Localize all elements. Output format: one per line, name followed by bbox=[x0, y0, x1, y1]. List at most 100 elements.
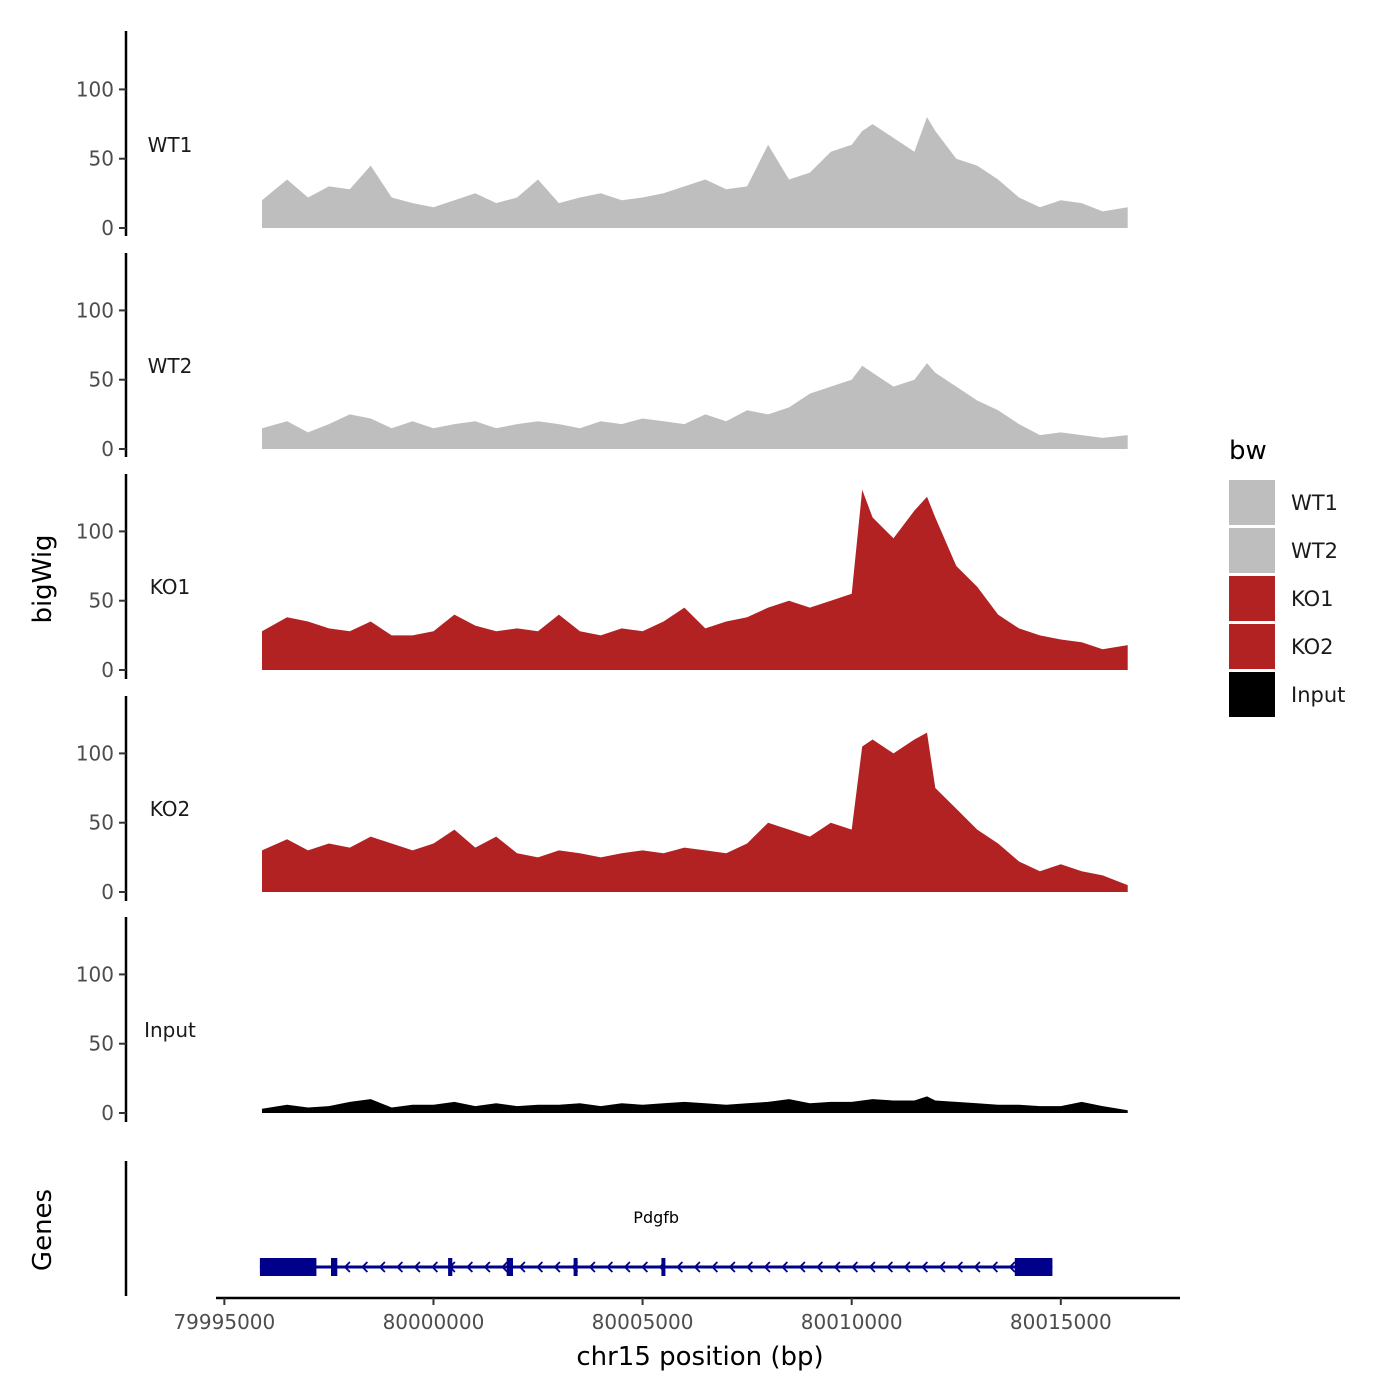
strand-arrow bbox=[431, 1261, 439, 1273]
legend-item-input: Input bbox=[1229, 672, 1345, 717]
legend-label: KO2 bbox=[1291, 635, 1334, 659]
legend-label: WT1 bbox=[1291, 491, 1338, 515]
x-tick-label: 80000000 bbox=[383, 1310, 485, 1334]
track-input: 0 50 100 Input bbox=[76, 917, 1128, 1125]
strand-arrow bbox=[711, 1261, 719, 1273]
legend-item-ko2: KO2 bbox=[1229, 624, 1334, 669]
strand-arrow bbox=[553, 1261, 561, 1273]
gene-exon bbox=[259, 1258, 317, 1276]
strand-arrow bbox=[781, 1261, 789, 1273]
x-tick-label: 80010000 bbox=[801, 1310, 903, 1334]
legend: bw WT1 WT2 KO1 KO2 Input bbox=[1229, 436, 1345, 717]
legend-swatch bbox=[1229, 528, 1275, 573]
coverage-tracks: 0 50 100 WT1 0 50 100 WT2 0 50 100 KO1 0 50 100 KO2 0 50 1… bbox=[76, 31, 1128, 1125]
strand-arrow bbox=[623, 1261, 631, 1273]
y-tick-label: 50 bbox=[89, 1032, 114, 1056]
strand-arrow bbox=[1008, 1261, 1016, 1273]
strand-arrow bbox=[903, 1261, 911, 1273]
x-tick-label: 80005000 bbox=[592, 1310, 694, 1334]
genes-panel-title: Genes bbox=[28, 1189, 58, 1271]
legend-title: bw bbox=[1229, 436, 1267, 466]
strand-arrow bbox=[868, 1261, 876, 1273]
coverage-area-wt2 bbox=[262, 363, 1128, 449]
coverage-area-ko1 bbox=[262, 489, 1128, 670]
strand-arrow bbox=[886, 1261, 894, 1273]
strand-arrow bbox=[763, 1261, 771, 1273]
legend-swatch bbox=[1229, 576, 1275, 621]
strand-arrow bbox=[361, 1261, 369, 1273]
x-tick-label: 80015000 bbox=[1010, 1310, 1112, 1334]
gene-exon bbox=[448, 1258, 453, 1276]
legend-swatch bbox=[1229, 480, 1275, 525]
strand-arrow bbox=[833, 1261, 841, 1273]
y-tick-label: 50 bbox=[89, 147, 114, 171]
legend-item-wt2: WT2 bbox=[1229, 528, 1338, 573]
gene-name: Pdgfb bbox=[633, 1208, 679, 1227]
strand-arrow bbox=[536, 1261, 544, 1273]
coverage-area-wt1 bbox=[262, 117, 1128, 228]
y-tick-label: 100 bbox=[76, 298, 114, 322]
track-ko2: 0 50 100 KO2 bbox=[76, 696, 1128, 904]
strand-arrow bbox=[518, 1261, 526, 1273]
strand-arrow bbox=[728, 1261, 736, 1273]
strand-arrow bbox=[676, 1261, 684, 1273]
legend-item-ko1: KO1 bbox=[1229, 576, 1334, 621]
y-tick-label: 100 bbox=[76, 962, 114, 986]
strand-arrow bbox=[938, 1261, 946, 1273]
x-axis-title: chr15 position (bp) bbox=[576, 1342, 823, 1372]
legend-swatch bbox=[1229, 672, 1275, 717]
track-label-ko2: KO2 bbox=[150, 797, 191, 821]
gene-panel: Pdgfb bbox=[124, 1161, 1053, 1296]
strand-arrow bbox=[798, 1261, 806, 1273]
legend-item-wt1: WT1 bbox=[1229, 480, 1338, 525]
track-wt1: 0 50 100 WT1 bbox=[76, 31, 1128, 240]
coverage-area-ko2 bbox=[262, 732, 1128, 892]
strand-arrow bbox=[816, 1261, 824, 1273]
strand-arrow bbox=[956, 1261, 964, 1273]
strand-arrow bbox=[851, 1261, 859, 1273]
gene-exon bbox=[573, 1258, 578, 1276]
strand-arrow bbox=[588, 1261, 596, 1273]
y-tick-label: 100 bbox=[76, 77, 114, 101]
strand-arrow bbox=[693, 1261, 701, 1273]
y-tick-label: 0 bbox=[101, 658, 114, 682]
strand-arrow bbox=[501, 1261, 509, 1273]
legend-label: WT2 bbox=[1291, 539, 1338, 563]
strand-arrow bbox=[606, 1261, 614, 1273]
x-axis: 79995000 80000000 80005000 80010000 80015000 bbox=[173, 1296, 1180, 1334]
gene-exon bbox=[506, 1258, 513, 1276]
strand-arrow bbox=[378, 1261, 386, 1273]
track-label-wt2: WT2 bbox=[148, 354, 193, 378]
gene-exon bbox=[1014, 1258, 1053, 1276]
gene-exon bbox=[331, 1258, 338, 1276]
strand-arrow bbox=[343, 1261, 351, 1273]
y-tick-label: 0 bbox=[101, 437, 114, 461]
y-axis-title: bigWig bbox=[28, 534, 58, 623]
coverage-area-input bbox=[262, 1096, 1128, 1113]
y-tick-label: 100 bbox=[76, 519, 114, 543]
strand-arrow bbox=[413, 1261, 421, 1273]
x-tick-label: 79995000 bbox=[173, 1310, 275, 1334]
strand-arrow bbox=[483, 1261, 491, 1273]
strand-arrow bbox=[921, 1261, 929, 1273]
track-label-wt1: WT1 bbox=[148, 133, 193, 157]
strand-arrow bbox=[641, 1261, 649, 1273]
legend-label: KO1 bbox=[1291, 587, 1334, 611]
y-tick-label: 0 bbox=[101, 216, 114, 240]
y-tick-label: 50 bbox=[89, 368, 114, 392]
strand-arrow bbox=[396, 1261, 404, 1273]
legend-label: Input bbox=[1291, 683, 1345, 707]
y-tick-label: 100 bbox=[76, 741, 114, 765]
strand-arrow bbox=[746, 1261, 754, 1273]
gene-exon bbox=[661, 1258, 666, 1276]
y-tick-label: 50 bbox=[89, 811, 114, 835]
strand-arrow bbox=[973, 1261, 981, 1273]
track-label-ko1: KO1 bbox=[150, 575, 191, 599]
y-tick-label: 0 bbox=[101, 1101, 114, 1125]
y-tick-label: 50 bbox=[89, 589, 114, 613]
strand-arrow bbox=[466, 1261, 474, 1273]
y-tick-label: 0 bbox=[101, 880, 114, 904]
track-label-input: Input bbox=[144, 1018, 196, 1042]
track-ko1: 0 50 100 KO1 bbox=[76, 474, 1128, 682]
